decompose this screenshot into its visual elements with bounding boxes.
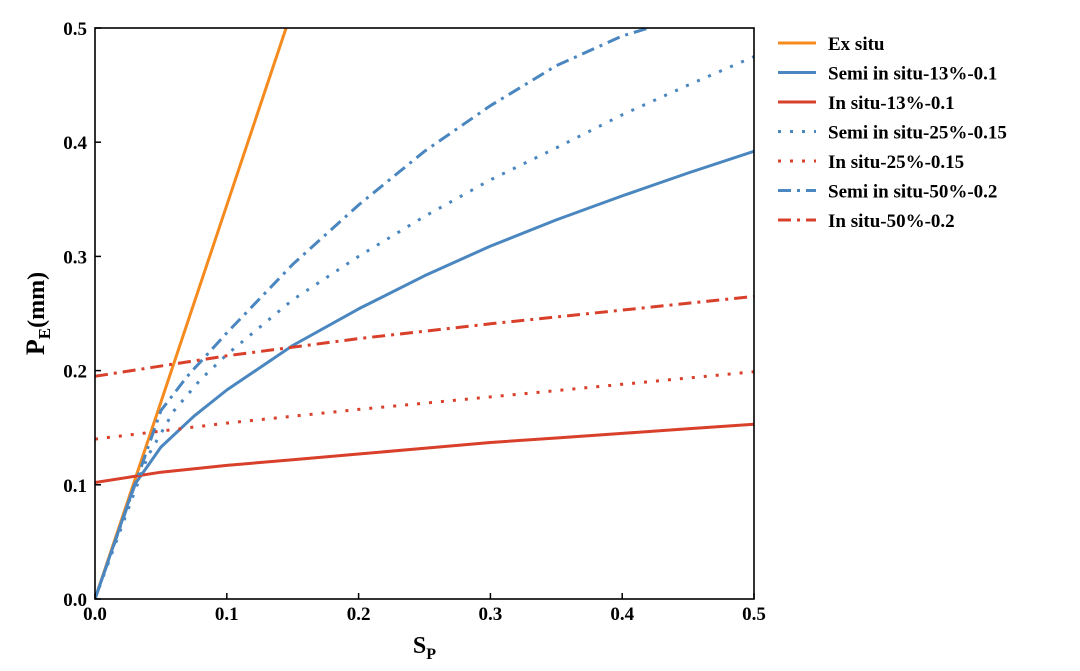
x-tick-label: 0.1 xyxy=(215,604,239,625)
plot-frame xyxy=(94,27,755,600)
y-tick-label: 0.4 xyxy=(63,133,87,154)
series-line-4 xyxy=(95,55,754,599)
ticks-layer: 0.0 0.1 0.2 0.3 0.4 0.5 0.0 0.1 0.2 0.3 0.4 0.5 xyxy=(63,19,766,625)
x-tick-label: 0.4 xyxy=(610,604,634,625)
x-tick-label: 0.2 xyxy=(347,604,371,625)
legend-label-7: In situ-50%-0.2 xyxy=(828,211,955,232)
y-axis-title: PE(mm) xyxy=(21,272,54,355)
series-line-7 xyxy=(95,294,754,378)
x-tick-label: 0.0 xyxy=(83,604,107,625)
x-axis-title-main: S xyxy=(413,633,426,659)
series-layer xyxy=(95,28,754,599)
legend-label-2: Semi in situ-13%-0.1 xyxy=(828,64,997,85)
x-tick-label: 0.5 xyxy=(742,604,766,625)
series-line-3 xyxy=(95,422,754,484)
y-tick-label: 0.3 xyxy=(63,247,87,268)
series-line-2 xyxy=(95,149,754,599)
y-tick-label: 0.5 xyxy=(63,19,87,40)
series-line-6 xyxy=(95,28,650,599)
series-line-5 xyxy=(95,370,754,441)
legend-label-3: In situ-13%-0.1 xyxy=(828,93,955,114)
y-axis-title-sub: E xyxy=(35,328,54,339)
y-axis-title-main: P xyxy=(21,339,50,355)
y-axis-title-rest: (mm) xyxy=(24,272,50,328)
y-tick-label: 0.2 xyxy=(63,362,87,383)
legend-label-1: Ex situ xyxy=(828,34,885,55)
legend-label-5: In situ-25%-0.15 xyxy=(828,152,964,173)
y-tick-label: 0.1 xyxy=(63,476,87,497)
x-tick-label: 0.3 xyxy=(479,604,503,625)
legend: Ex situ Semi in situ-13%-0.1 In situ-13%-0… xyxy=(778,34,1007,232)
x-axis-title-sub: P xyxy=(426,646,436,663)
legend-label-6: Semi in situ-50%-0.2 xyxy=(828,182,997,203)
y-tick-label: 0.0 xyxy=(63,590,87,611)
x-axis-title: SP xyxy=(413,633,436,663)
legend-label-4: Semi in situ-25%-0.15 xyxy=(828,123,1007,144)
